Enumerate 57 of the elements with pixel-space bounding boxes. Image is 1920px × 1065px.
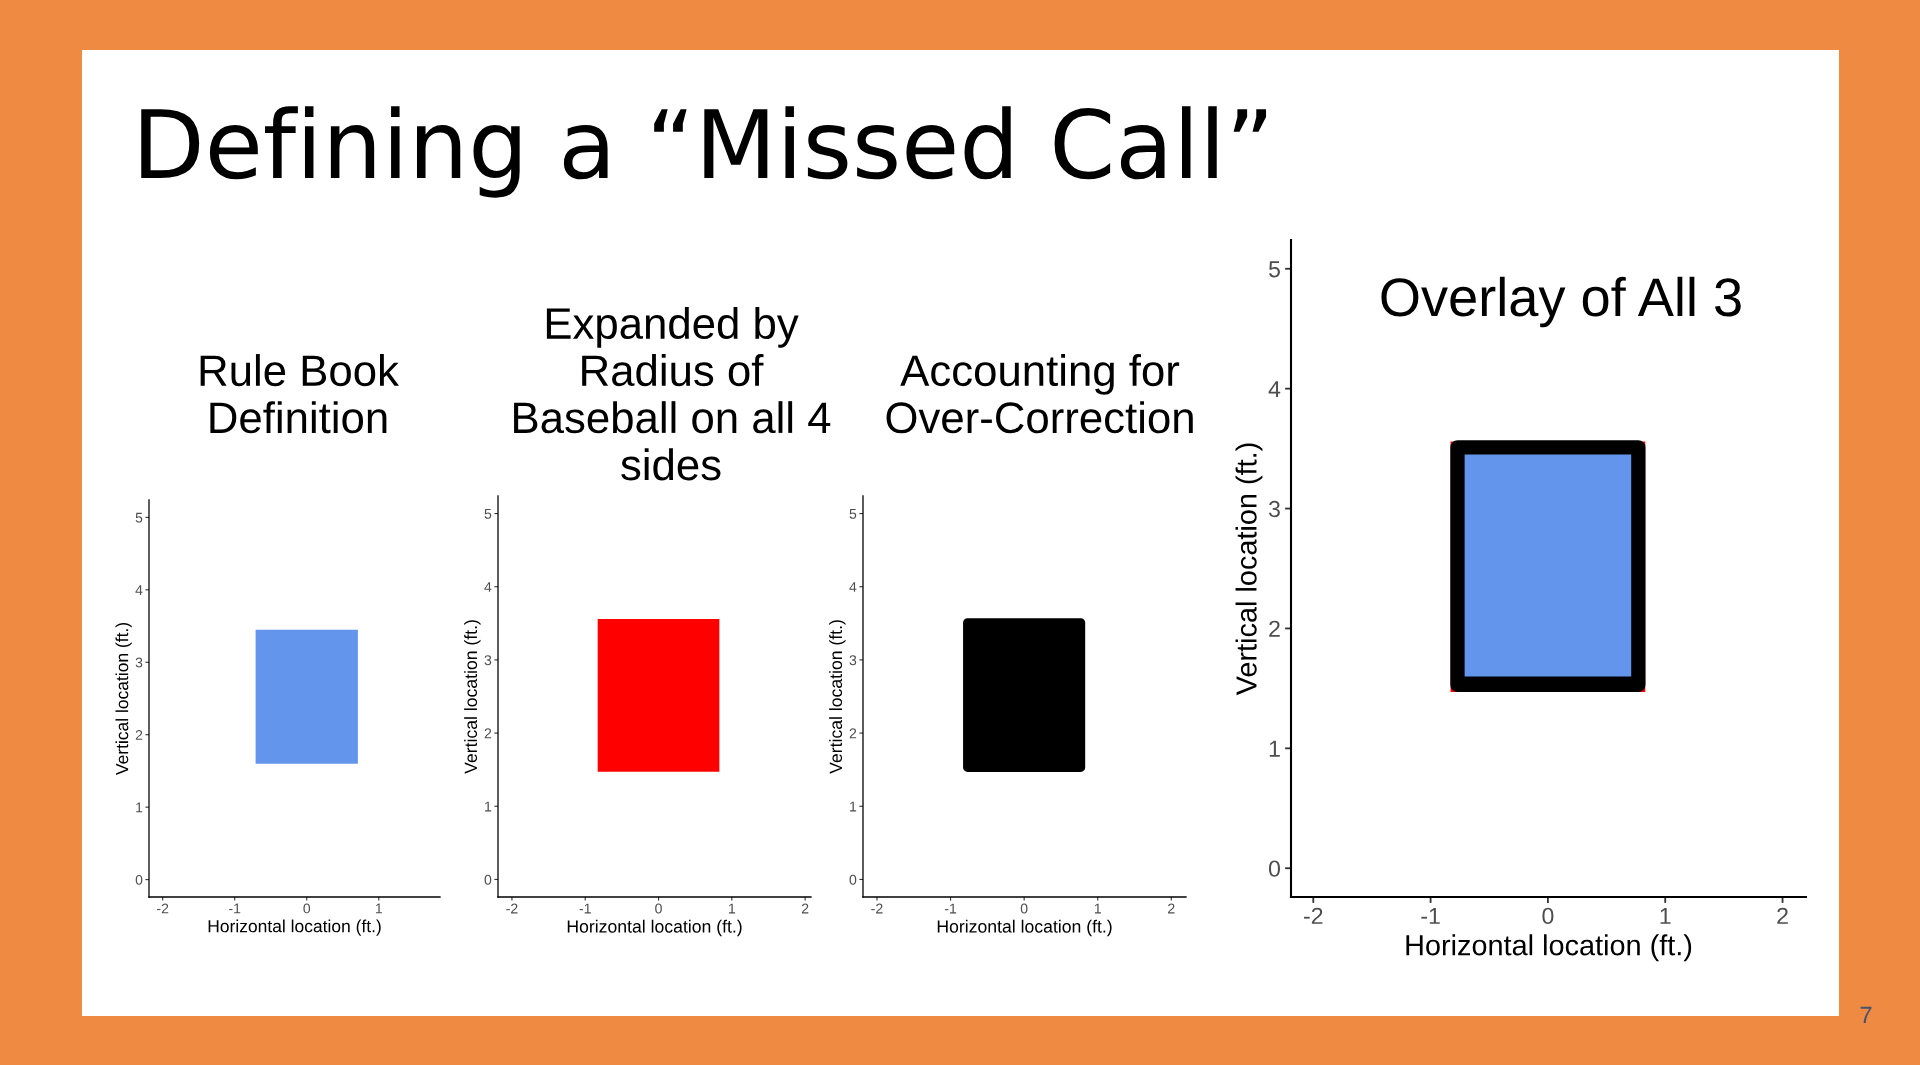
y-tick-label: 5 — [1268, 261, 1280, 278]
y-tick-label: 1 — [1269, 740, 1280, 757]
y-tick-label: 5 — [484, 508, 492, 519]
x-tick-label: 0 — [303, 903, 311, 914]
y-tick-label: 4 — [849, 582, 857, 592]
x-tick-label: 0 — [1020, 903, 1028, 914]
text: 7 — [1860, 1006, 1872, 1024]
y-tick-label: 0 — [849, 874, 857, 885]
x-tick-label: -1 — [229, 903, 241, 914]
x-tick-label: -2 — [157, 903, 169, 914]
y-axis-title: Vertical location (ft.) — [1235, 443, 1263, 696]
x-tick-label: 2 — [1168, 903, 1175, 914]
x-tick-label: 2 — [801, 903, 809, 914]
y-tick-label: 4 — [484, 582, 492, 592]
y-tick-label: 0 — [135, 874, 143, 885]
x-tick-label: 1 — [1660, 907, 1671, 924]
x-axis-title: Horizontal location (ft.) — [567, 919, 742, 937]
y-tick-label: 5 — [849, 508, 857, 519]
y-tick-label: 2 — [484, 728, 492, 739]
y-tick-label: 0 — [484, 874, 492, 885]
x-tick-label: 1 — [1094, 903, 1101, 914]
text: Overlay of All 3 — [1381, 276, 1741, 328]
x-axis-title: Horizontal location (ft.) — [937, 919, 1112, 937]
chart-title: Expanded by Radius of Baseball on all 4 sides — [514, 306, 831, 481]
x-axis-title: Horizontal location (ft.) — [1406, 934, 1692, 962]
x-tick-label: 1 — [375, 903, 382, 914]
chart-title: Accounting for Over-Correction — [886, 354, 1193, 434]
y-tick-label: 3 — [849, 655, 857, 666]
y-tick-label: 5 — [135, 512, 143, 523]
y-tick-label: 3 — [135, 657, 143, 668]
y-tick-label: 0 — [1268, 860, 1280, 877]
y-axis-title: Vertical location (ft.) — [115, 622, 132, 776]
y-tick-label: 3 — [484, 655, 492, 666]
y-tick-label: 3 — [1268, 500, 1280, 518]
x-tick-label: 2 — [1777, 907, 1788, 924]
y-tick-label: 2 — [1269, 620, 1280, 637]
x-tick-label: -1 — [579, 903, 591, 914]
x-tick-label: -2 — [1304, 907, 1323, 924]
x-axis-title: Horizontal location (ft.) — [208, 919, 381, 936]
x-tick-label: -1 — [944, 903, 957, 914]
x-tick-label: 0 — [655, 903, 662, 914]
y-axis-title: Vertical location (ft.) — [464, 620, 481, 774]
x-tick-label: -2 — [871, 903, 883, 914]
y-axis-title: Vertical location (ft.) — [829, 620, 846, 774]
y-tick-label: 2 — [135, 730, 143, 740]
x-tick-label: -2 — [506, 903, 518, 914]
x-tick-label: -1 — [1421, 907, 1440, 924]
y-tick-label: 4 — [1268, 381, 1281, 398]
y-tick-label: 2 — [849, 728, 857, 739]
y-tick-label: 1 — [850, 801, 857, 812]
x-tick-label: 1 — [728, 903, 736, 914]
y-tick-label: 1 — [136, 802, 143, 813]
chart-title: Rule Book Definition — [200, 354, 399, 434]
y-tick-label: 1 — [485, 801, 492, 812]
x-tick-label: 0 — [1542, 907, 1554, 925]
text: Defining a “Missed Call” — [141, 106, 1267, 198]
y-tick-label: 4 — [135, 585, 143, 595]
